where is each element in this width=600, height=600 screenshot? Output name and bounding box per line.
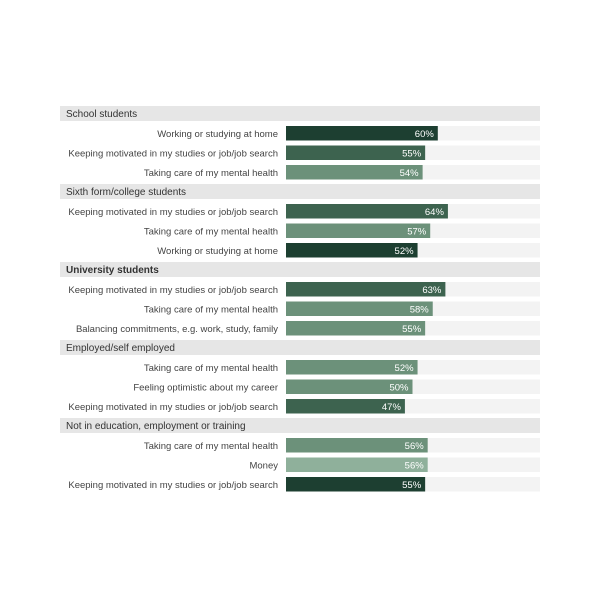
category-label: Keeping motivated in my studies or job/j… xyxy=(68,285,278,296)
bar xyxy=(286,360,418,375)
category-label: Working or studying at home xyxy=(157,129,278,140)
bar xyxy=(286,477,426,492)
value-label: 50% xyxy=(389,382,409,393)
bar xyxy=(286,243,418,258)
category-label: Keeping motivated in my studies or job/j… xyxy=(68,402,278,413)
group-band xyxy=(60,106,540,121)
category-label: Taking care of my mental health xyxy=(144,304,278,315)
category-label: Working or studying at home xyxy=(157,246,278,257)
bar xyxy=(286,145,426,160)
category-label: Keeping motivated in my studies or job/j… xyxy=(68,480,278,491)
category-label: Keeping motivated in my studies or job/j… xyxy=(68,148,278,159)
value-label: 55% xyxy=(402,148,422,159)
group-label: University students xyxy=(66,265,159,276)
category-label: Taking care of my mental health xyxy=(144,168,278,179)
bar xyxy=(286,321,426,336)
group-band xyxy=(60,418,540,433)
bar xyxy=(286,126,438,141)
category-label: Feeling optimistic about my career xyxy=(133,382,278,393)
bar xyxy=(286,379,413,394)
value-label: 55% xyxy=(402,324,422,335)
category-label: Keeping motivated in my studies or job/j… xyxy=(68,207,278,218)
category-label: Taking care of my mental health xyxy=(144,226,278,237)
bar xyxy=(286,399,405,414)
value-label: 52% xyxy=(395,246,415,257)
group-label: Employed/self employed xyxy=(66,343,175,354)
category-label: Taking care of my mental health xyxy=(144,441,278,452)
category-label: Balancing commitments, e.g. work, study,… xyxy=(76,324,278,335)
category-label: Money xyxy=(249,460,278,471)
bar xyxy=(286,165,423,180)
value-label: 55% xyxy=(402,480,422,491)
bar xyxy=(286,282,446,297)
value-label: 58% xyxy=(410,304,430,315)
value-label: 56% xyxy=(405,460,425,471)
bar xyxy=(286,204,448,219)
group-band xyxy=(60,340,540,355)
value-label: 56% xyxy=(405,441,425,452)
value-label: 60% xyxy=(415,129,435,140)
bar xyxy=(286,301,433,316)
bar xyxy=(286,438,428,453)
value-label: 52% xyxy=(395,363,415,374)
value-label: 63% xyxy=(422,285,442,296)
group-band xyxy=(60,184,540,199)
value-label: 54% xyxy=(400,168,420,179)
group-band xyxy=(60,262,540,277)
group-label: Sixth form/college students xyxy=(66,187,186,198)
value-label: 64% xyxy=(425,207,445,218)
bar xyxy=(286,457,428,472)
value-label: 57% xyxy=(407,226,427,237)
category-label: Taking care of my mental health xyxy=(144,363,278,374)
bar xyxy=(286,223,431,238)
group-label: School students xyxy=(66,109,137,120)
value-label: 47% xyxy=(382,402,402,413)
group-label: Not in education, employment or training xyxy=(66,421,246,432)
